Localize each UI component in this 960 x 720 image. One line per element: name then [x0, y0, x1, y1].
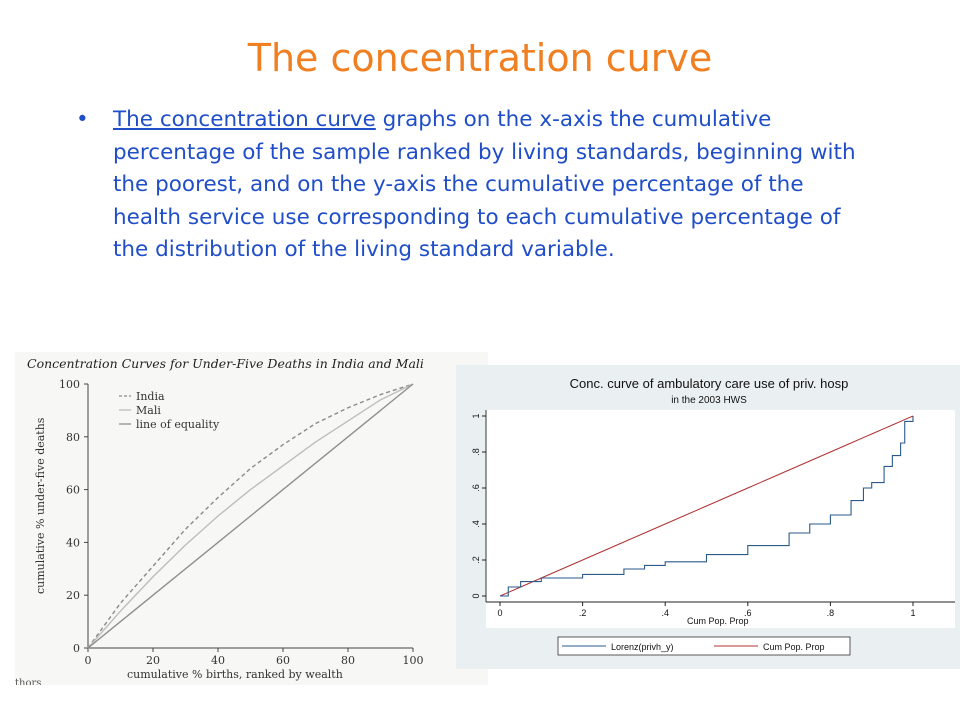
left-chart-legend: India Mali line of equality — [119, 390, 220, 431]
right-y-tick-label: .2 — [471, 556, 481, 564]
right-y-tick-label: .4 — [471, 520, 481, 528]
right-x-tick-label: .8 — [827, 608, 835, 618]
right-y-tick-label: 1 — [471, 413, 481, 418]
slide-title: The concentration curve — [247, 36, 713, 80]
right-chart-legend: Lorenz(privh_y) Cum Pop. Prop — [557, 636, 851, 656]
legend-label-mali: Mali — [136, 404, 161, 417]
left-chart-xlabel: cumulative % births, ranked by wealth — [127, 668, 343, 681]
right-x-tick-label: .2 — [579, 608, 587, 618]
right-chart-xlabel: Cum Pop. Prop — [687, 616, 749, 626]
left-chart-title: Concentration Curves for Under-Five Deat… — [27, 356, 424, 371]
right-legend-box — [557, 636, 851, 656]
right-x-tick-label: .6 — [744, 608, 752, 618]
left-x-tick-label: 20 — [146, 654, 160, 667]
left-chart-panel: Concentration Curves for Under-Five Deat… — [15, 352, 488, 689]
left-y-tick-label: 40 — [66, 536, 80, 549]
left-y-tick-label: 0 — [73, 642, 80, 655]
left-chart-svg: Concentration Curves for Under-Five Deat… — [15, 356, 424, 689]
right-series-lorenz — [500, 416, 914, 597]
right-y-tick-label: 0 — [471, 593, 481, 598]
right-chart-subtitle: in the 2003 HWS — [671, 395, 747, 406]
left-y-tick-label: 100 — [59, 378, 80, 391]
bullet-body-text: graphs on the x-axis the cumulative perc… — [113, 107, 856, 262]
right-chart-panel: Conc. curve of ambulatory care use of pr… — [456, 365, 960, 669]
right-x-tick-label: 0 — [497, 608, 502, 618]
left-x-tick-label: 0 — [85, 654, 92, 667]
bullet-paragraph: • The concentration curve graphs on the … — [76, 104, 876, 267]
right-chart-plot-area: 0 .2 .4 .6 .8 1 0 .2 .4 .6 .8 1 — [471, 410, 955, 618]
right-x-tick-label: .4 — [661, 608, 669, 618]
right-x-tick-label: 1 — [910, 608, 915, 618]
left-x-tick-label: 40 — [211, 654, 225, 667]
left-y-tick-label: 80 — [66, 431, 80, 444]
left-y-tick-label: 20 — [66, 589, 80, 602]
left-x-tick-label: 60 — [276, 654, 290, 667]
right-chart-plot-background — [486, 410, 955, 628]
right-y-tick-label: .8 — [471, 448, 481, 456]
legend-label-cumpop: Cum Pop. Prop — [763, 642, 825, 652]
left-series-equality — [87, 383, 414, 649]
legend-label-india: India — [136, 390, 165, 403]
left-chart-plot-area: 0 20 40 60 80 100 0 20 40 60 80 100 — [59, 378, 424, 667]
legend-label-equality: line of equality — [136, 418, 220, 431]
right-chart-svg: Conc. curve of ambulatory care use of pr… — [471, 376, 955, 656]
right-series-cum-pop — [499, 415, 914, 597]
right-y-tick-label: .6 — [471, 484, 481, 492]
left-chart-footer-text: thors — [15, 678, 41, 685]
bullet-point-icon: • — [76, 107, 89, 132]
left-y-tick-label: 60 — [66, 484, 80, 497]
left-series-mali — [87, 383, 414, 649]
left-x-tick-label: 80 — [341, 654, 355, 667]
legend-label-lorenz: Lorenz(privh_y) — [611, 642, 674, 652]
left-chart-ylabel: cumulative % under-five deaths — [34, 417, 47, 594]
left-x-tick-label: 100 — [403, 654, 424, 667]
bullet-text: The concentration curve graphs on the x-… — [113, 104, 876, 267]
right-chart-title: Conc. curve of ambulatory care use of pr… — [570, 376, 849, 391]
concentration-curve-link[interactable]: The concentration curve — [113, 107, 376, 132]
